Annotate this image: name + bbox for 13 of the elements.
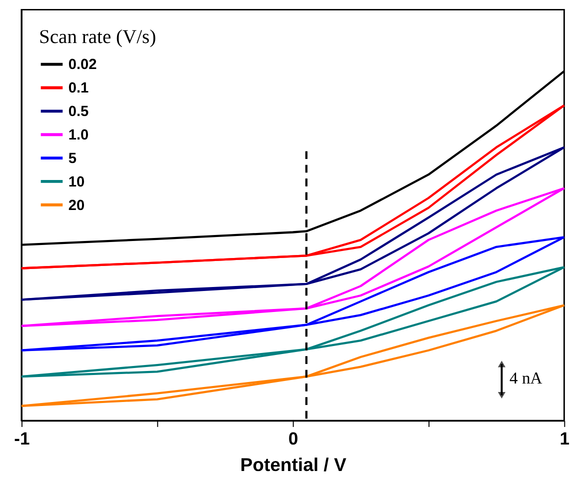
legend-label: 5 bbox=[68, 150, 76, 167]
legend-label: 1.0 bbox=[68, 127, 89, 144]
legend-title: Scan rate (V/s) bbox=[39, 26, 156, 48]
legend-label: 0.5 bbox=[68, 104, 89, 120]
annotation: 4 nA bbox=[510, 368, 542, 388]
x-tick-label: 0 bbox=[288, 428, 298, 449]
x-tick-label: 1 bbox=[560, 428, 570, 449]
x-axis-title: Potential / V bbox=[240, 454, 347, 475]
x-tick-label: -1 bbox=[14, 428, 30, 449]
legend-label: 20 bbox=[68, 198, 85, 214]
legend-label: 0.02 bbox=[68, 57, 97, 74]
legend-label: 0.1 bbox=[68, 80, 89, 97]
legend-label: 10 bbox=[68, 174, 85, 190]
